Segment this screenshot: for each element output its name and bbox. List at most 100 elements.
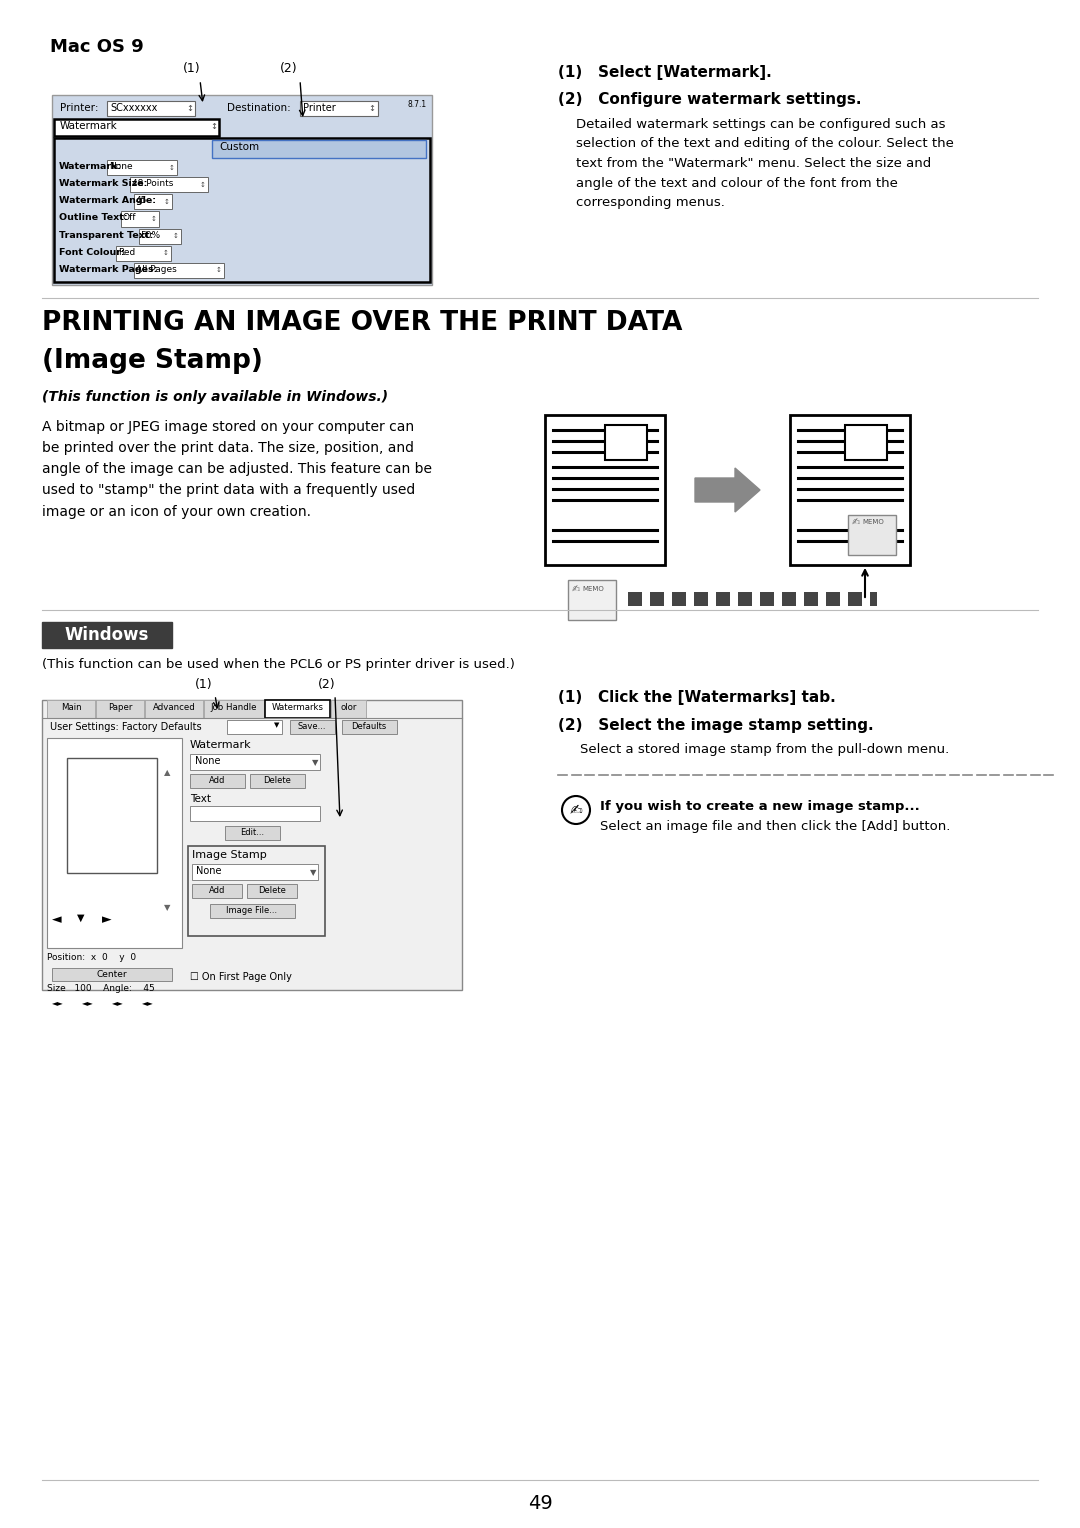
Text: Off: Off bbox=[122, 214, 136, 223]
Text: ↕: ↕ bbox=[200, 182, 205, 188]
Bar bbox=[249, 775, 305, 788]
Bar bbox=[848, 515, 896, 555]
Bar bbox=[204, 700, 264, 718]
Text: 8.7.1: 8.7.1 bbox=[408, 99, 427, 108]
Bar bbox=[107, 160, 177, 176]
Bar bbox=[42, 622, 172, 648]
Text: olor: olor bbox=[340, 703, 356, 712]
Bar bbox=[627, 591, 642, 607]
Bar bbox=[227, 720, 282, 733]
Text: Destination:: Destination: bbox=[227, 102, 291, 113]
Text: Watermark:: Watermark: bbox=[59, 162, 122, 171]
Text: None: None bbox=[195, 866, 221, 876]
Bar bbox=[192, 863, 318, 880]
Bar bbox=[52, 969, 172, 981]
Text: Watermarks: Watermarks bbox=[271, 703, 324, 712]
Bar bbox=[330, 700, 366, 718]
Text: Font Colour:: Font Colour: bbox=[59, 248, 125, 257]
Text: Defaults: Defaults bbox=[351, 723, 387, 730]
Text: 50%: 50% bbox=[140, 231, 161, 240]
Text: Job Handle: Job Handle bbox=[211, 703, 257, 712]
Text: None: None bbox=[109, 162, 133, 171]
Text: ↕: ↕ bbox=[368, 104, 375, 113]
Text: Size   100    Angle:    45: Size 100 Angle: 45 bbox=[48, 984, 154, 993]
Text: ►: ► bbox=[102, 914, 111, 926]
Text: ↕: ↕ bbox=[150, 215, 157, 222]
Text: ✍: ✍ bbox=[569, 802, 582, 817]
Text: SCxxxxxx: SCxxxxxx bbox=[110, 102, 158, 113]
Bar bbox=[568, 581, 616, 620]
Text: User Settings: Factory Defaults: User Settings: Factory Defaults bbox=[50, 723, 202, 732]
Text: (This function is only available in Windows.): (This function is only available in Wind… bbox=[42, 390, 388, 403]
Bar bbox=[672, 591, 686, 607]
Bar bbox=[190, 775, 245, 788]
Text: Delete: Delete bbox=[258, 886, 286, 895]
Text: If you wish to create a new image stamp...: If you wish to create a new image stamp.… bbox=[600, 801, 920, 813]
Text: ◄: ◄ bbox=[52, 914, 62, 926]
Text: Main: Main bbox=[60, 703, 81, 712]
Text: Advanced: Advanced bbox=[152, 703, 195, 712]
Bar bbox=[789, 416, 910, 565]
Polygon shape bbox=[696, 468, 760, 512]
Bar bbox=[190, 753, 320, 770]
Text: Save...: Save... bbox=[298, 723, 326, 730]
Text: Printer: Printer bbox=[303, 102, 336, 113]
Text: Select a stored image stamp from the pull-down menu.: Select a stored image stamp from the pul… bbox=[580, 743, 949, 756]
Text: A bitmap or JPEG image stored on your computer can
be printed over the print dat: A bitmap or JPEG image stored on your co… bbox=[42, 420, 432, 518]
Bar bbox=[545, 416, 665, 565]
Bar bbox=[225, 827, 280, 840]
Bar bbox=[145, 700, 203, 718]
Text: Image Stamp: Image Stamp bbox=[192, 850, 267, 860]
Bar bbox=[870, 591, 877, 607]
Text: MEMO: MEMO bbox=[862, 520, 883, 526]
Bar bbox=[210, 905, 295, 918]
Text: Printer:: Printer: bbox=[60, 102, 98, 113]
Text: ◄►: ◄► bbox=[52, 998, 64, 1007]
Text: ▼: ▼ bbox=[310, 868, 316, 877]
Text: Detailed watermark settings can be configured such as
selection of the text and : Detailed watermark settings can be confi… bbox=[576, 118, 954, 209]
Bar bbox=[716, 591, 730, 607]
Text: Delete: Delete bbox=[264, 776, 291, 785]
Text: ↕: ↕ bbox=[216, 267, 221, 274]
Bar bbox=[96, 700, 144, 718]
Text: Transparent Text:: Transparent Text: bbox=[59, 231, 153, 240]
Text: (1)   Select [Watermark].: (1) Select [Watermark]. bbox=[558, 66, 772, 79]
Bar bbox=[826, 591, 840, 607]
Text: Mac OS 9: Mac OS 9 bbox=[50, 38, 144, 57]
Text: All Pages: All Pages bbox=[136, 264, 177, 274]
Text: (2)   Select the image stamp setting.: (2) Select the image stamp setting. bbox=[558, 718, 874, 733]
Bar bbox=[265, 700, 330, 718]
Text: ◄►: ◄► bbox=[112, 998, 124, 1007]
Bar bbox=[212, 141, 426, 157]
Text: Position:  x  0    y  0: Position: x 0 y 0 bbox=[48, 953, 136, 963]
Bar bbox=[48, 738, 183, 947]
Bar bbox=[188, 847, 325, 937]
Text: (1)   Click the [Watermarks] tab.: (1) Click the [Watermarks] tab. bbox=[558, 691, 836, 704]
Text: ▼: ▼ bbox=[274, 723, 280, 727]
Text: Red: Red bbox=[118, 248, 135, 257]
Text: Watermark Pages:: Watermark Pages: bbox=[59, 264, 158, 274]
Text: (1): (1) bbox=[195, 678, 213, 691]
Text: ◄►: ◄► bbox=[82, 998, 94, 1007]
Text: ↕: ↕ bbox=[173, 234, 178, 240]
Bar bbox=[42, 700, 462, 990]
Bar bbox=[342, 720, 397, 733]
Bar bbox=[845, 425, 887, 460]
Bar bbox=[782, 591, 796, 607]
Bar bbox=[67, 758, 157, 872]
Bar bbox=[54, 138, 430, 283]
Bar bbox=[190, 805, 320, 821]
Text: ▼: ▼ bbox=[312, 758, 319, 767]
Text: ▼: ▼ bbox=[164, 903, 171, 912]
Bar bbox=[804, 591, 818, 607]
Text: Select an image file and then click the [Add] button.: Select an image file and then click the … bbox=[600, 821, 950, 833]
Bar bbox=[107, 101, 195, 116]
Text: ▼: ▼ bbox=[77, 914, 84, 923]
Text: ↕: ↕ bbox=[163, 251, 168, 257]
Text: ↕: ↕ bbox=[164, 199, 170, 205]
Text: ↕: ↕ bbox=[186, 104, 193, 113]
Text: 48 Points: 48 Points bbox=[132, 179, 173, 188]
Text: (Image Stamp): (Image Stamp) bbox=[42, 348, 262, 374]
Bar bbox=[247, 885, 297, 898]
Bar bbox=[48, 700, 95, 718]
